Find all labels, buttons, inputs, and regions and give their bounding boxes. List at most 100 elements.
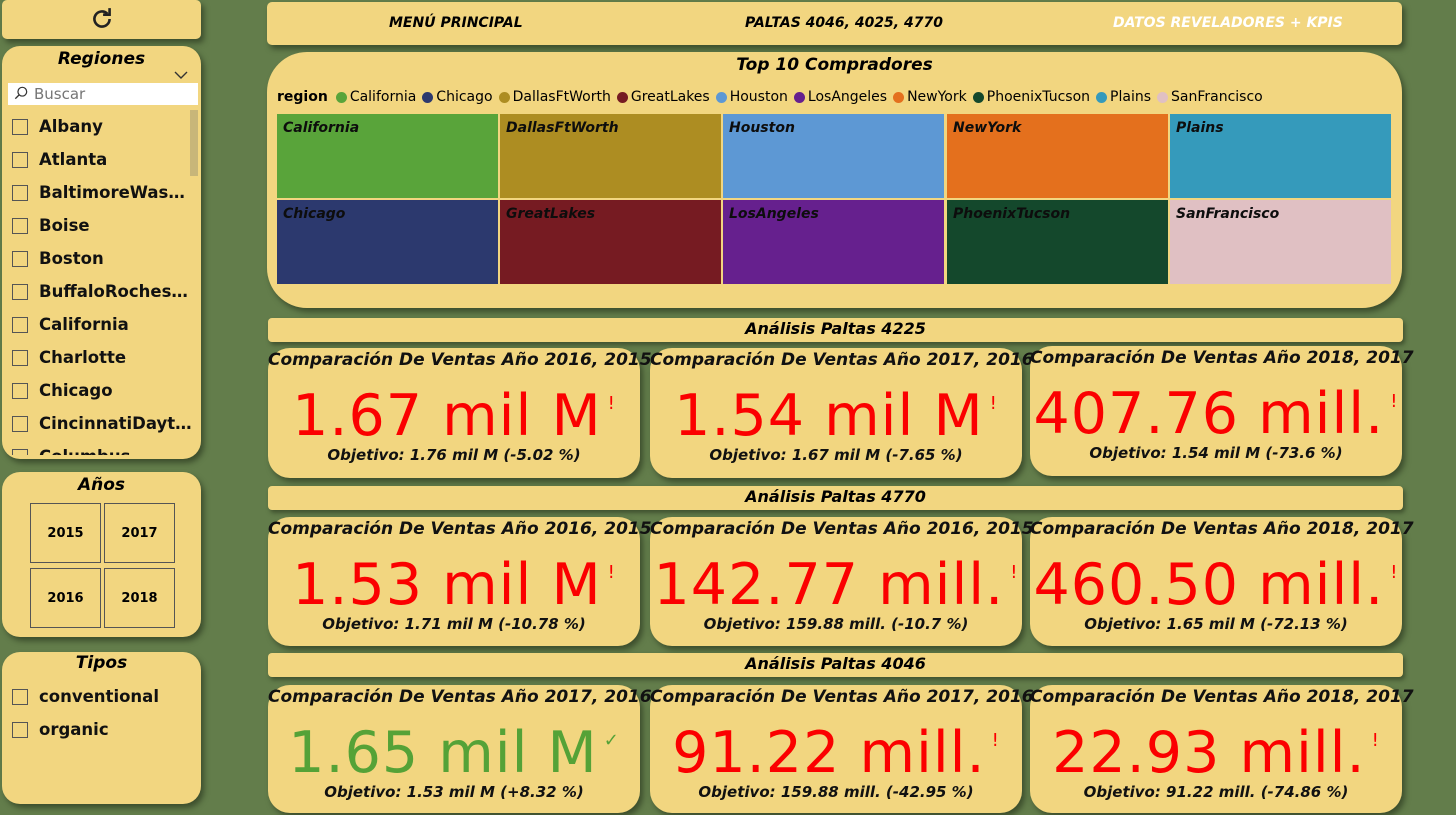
checkbox[interactable] [12, 250, 28, 267]
region-item-boise[interactable]: Boise [12, 209, 192, 242]
legend-item[interactable]: Houston [715, 89, 788, 105]
treemap-tile-losangeles[interactable]: LosAngeles [723, 200, 944, 284]
treemap-tile-plains[interactable]: Plains [1170, 114, 1391, 198]
legend-item[interactable]: GreatLakes [616, 89, 710, 105]
legend-item[interactable]: LosAngeles [793, 89, 887, 105]
region-item-buffalorochester[interactable]: BuffaloRochester [12, 275, 192, 308]
types-slicer: Tipos conventional organic [2, 652, 201, 804]
chevron-down-icon[interactable] [174, 70, 188, 80]
type-item-organic[interactable]: organic [12, 713, 109, 746]
legend-item[interactable]: DallasFtWorth [498, 89, 611, 105]
treemap-tile-dallasftworth[interactable]: DallasFtWorth [500, 114, 721, 198]
nav-menu-principal[interactable]: MENÚ PRINCIPAL [389, 15, 523, 31]
treemap-tile-houston[interactable]: Houston [723, 114, 944, 198]
nav-paltas[interactable]: PALTAS 4046, 4025, 4770 [745, 15, 943, 31]
kpi-target: Objetivo: 91.22 mill. (-74.86 %) [1083, 783, 1349, 801]
year-tile-2015[interactable]: 2015 [30, 503, 101, 563]
legend-dot [715, 91, 727, 103]
checkbox[interactable] [12, 448, 28, 455]
treemap-tile-california[interactable]: California [277, 114, 498, 198]
kpi-value: 1.65 mil M ✓ [288, 720, 620, 786]
kpi-value: 142.77 mill.! [653, 552, 1019, 618]
checkbox[interactable] [12, 415, 28, 432]
legend-item[interactable]: PhoenixTucson [972, 89, 1090, 105]
section-title-4225: Análisis Paltas 4225 [268, 318, 1403, 342]
region-item-albany[interactable]: Albany [12, 110, 192, 143]
alert-icon: ! [1390, 391, 1399, 412]
region-item-baltimorewashington[interactable]: BaltimoreWashi... [12, 176, 192, 209]
year-tile-2016[interactable]: 2016 [30, 568, 101, 628]
search-icon [14, 86, 28, 100]
checkbox[interactable] [12, 217, 28, 234]
alert-icon: ! [1010, 562, 1019, 583]
kpi-value: 91.22 mill.! [672, 720, 1000, 786]
region-item-columbus[interactable]: Columbus [12, 440, 192, 455]
legend-item[interactable]: Plains [1096, 89, 1151, 105]
kpi-target: Objetivo: 1.53 mil M (+8.32 %) [324, 783, 584, 801]
treemap-tile-greatlakes[interactable]: GreatLakes [500, 200, 721, 284]
regions-scrollbar[interactable] [190, 110, 198, 176]
legend-dot [972, 91, 984, 103]
region-item-atlanta[interactable]: Atlanta [12, 143, 192, 176]
checkbox[interactable] [12, 721, 28, 738]
section-title-4046: Análisis Paltas 4046 [268, 653, 1403, 677]
check-icon: ✓ [603, 730, 620, 751]
refresh-icon [93, 8, 111, 28]
kpi-title: Comparación De Ventas Año 2016, 2015 [650, 519, 1034, 539]
region-item-california[interactable]: California [12, 308, 192, 341]
types-title: Tipos [75, 653, 128, 673]
treemap-tile-phoenixtucson[interactable]: PhoenixTucson [947, 200, 1168, 284]
checkbox[interactable] [12, 151, 28, 168]
kpi-card: Comparación De Ventas Año 2018, 2017 22.… [1030, 685, 1414, 813]
section-title-4770: Análisis Paltas 4770 [268, 486, 1403, 510]
kpi-value: 407.76 mill.! [1033, 381, 1399, 447]
checkbox[interactable] [12, 349, 28, 366]
kpi-title: Comparación De Ventas Año 2017, 2016 [650, 350, 1034, 370]
legend-item[interactable]: Chicago [422, 89, 493, 105]
kpi-value: 460.50 mill.! [1033, 552, 1399, 618]
kpi-target: Objetivo: 159.88 mill. (-10.7 %) [703, 615, 969, 633]
nav-datos-reveladores[interactable]: DATOS REVELADORES + KPIS [1113, 15, 1343, 31]
treemap-tile-chicago[interactable]: Chicago [277, 200, 498, 284]
year-tile-2018[interactable]: 2018 [104, 568, 175, 628]
alert-icon: ! [1371, 730, 1380, 751]
year-tile-2017[interactable]: 2017 [104, 503, 175, 563]
treemap-tile-sanfrancisco[interactable]: SanFrancisco [1170, 200, 1391, 284]
kpi-card: Comparación De Ventas Año 2017, 2016 1.5… [650, 348, 1034, 478]
refresh-button[interactable] [2, 0, 201, 39]
checkbox[interactable] [12, 283, 28, 300]
kpi-card: Comparación De Ventas Año 2018, 2017 460… [1030, 517, 1414, 646]
region-item-charlotte[interactable]: Charlotte [12, 341, 192, 374]
checkbox[interactable] [12, 382, 28, 399]
legend-dot [793, 91, 805, 103]
legend-item[interactable]: NewYork [893, 89, 967, 105]
legend-dot [422, 91, 434, 103]
kpi-card: Comparación De Ventas Año 2017, 2016 1.6… [268, 685, 652, 813]
legend-item[interactable]: SanFrancisco [1157, 89, 1263, 105]
kpi-target: Objetivo: 159.88 mill. (-42.95 %) [698, 783, 974, 801]
kpi-target: Objetivo: 1.67 mil M (-7.65 %) [709, 446, 963, 464]
kpi-title: Comparación De Ventas Año 2017, 2016 [650, 687, 1034, 707]
regions-title: Regiones [57, 49, 146, 69]
legend-item[interactable]: California [335, 89, 416, 105]
type-item-conventional[interactable]: conventional [12, 680, 159, 713]
region-item-cincinnatidayton[interactable]: CincinnatiDayton [12, 407, 192, 440]
legend-dot [893, 91, 905, 103]
treemap-tile-newyork[interactable]: NewYork [947, 114, 1168, 198]
kpi-target: Objetivo: 1.71 mil M (-10.78 %) [322, 615, 586, 633]
region-item-boston[interactable]: Boston [12, 242, 192, 275]
search-input[interactable] [34, 84, 194, 104]
legend-dot [1096, 91, 1108, 103]
checkbox[interactable] [12, 316, 28, 333]
checkbox[interactable] [12, 184, 28, 201]
checkbox[interactable] [12, 118, 28, 135]
regions-search[interactable] [8, 83, 198, 105]
region-item-chicago[interactable]: Chicago [12, 374, 192, 407]
checkbox[interactable] [12, 688, 28, 705]
kpi-title: Comparación De Ventas Año 2018, 2017 [1030, 519, 1414, 539]
kpi-target: Objetivo: 1.54 mil M (-73.6 %) [1089, 444, 1343, 462]
kpi-title: Comparación De Ventas Año 2018, 2017 [1030, 687, 1414, 707]
kpi-target: Objetivo: 1.65 mil M (-72.13 %) [1084, 615, 1348, 633]
years-slicer: Años 2015 2017 2016 2018 [2, 472, 201, 637]
regions-slicer: Regiones Albany Atlanta BaltimoreWashi..… [2, 46, 201, 459]
